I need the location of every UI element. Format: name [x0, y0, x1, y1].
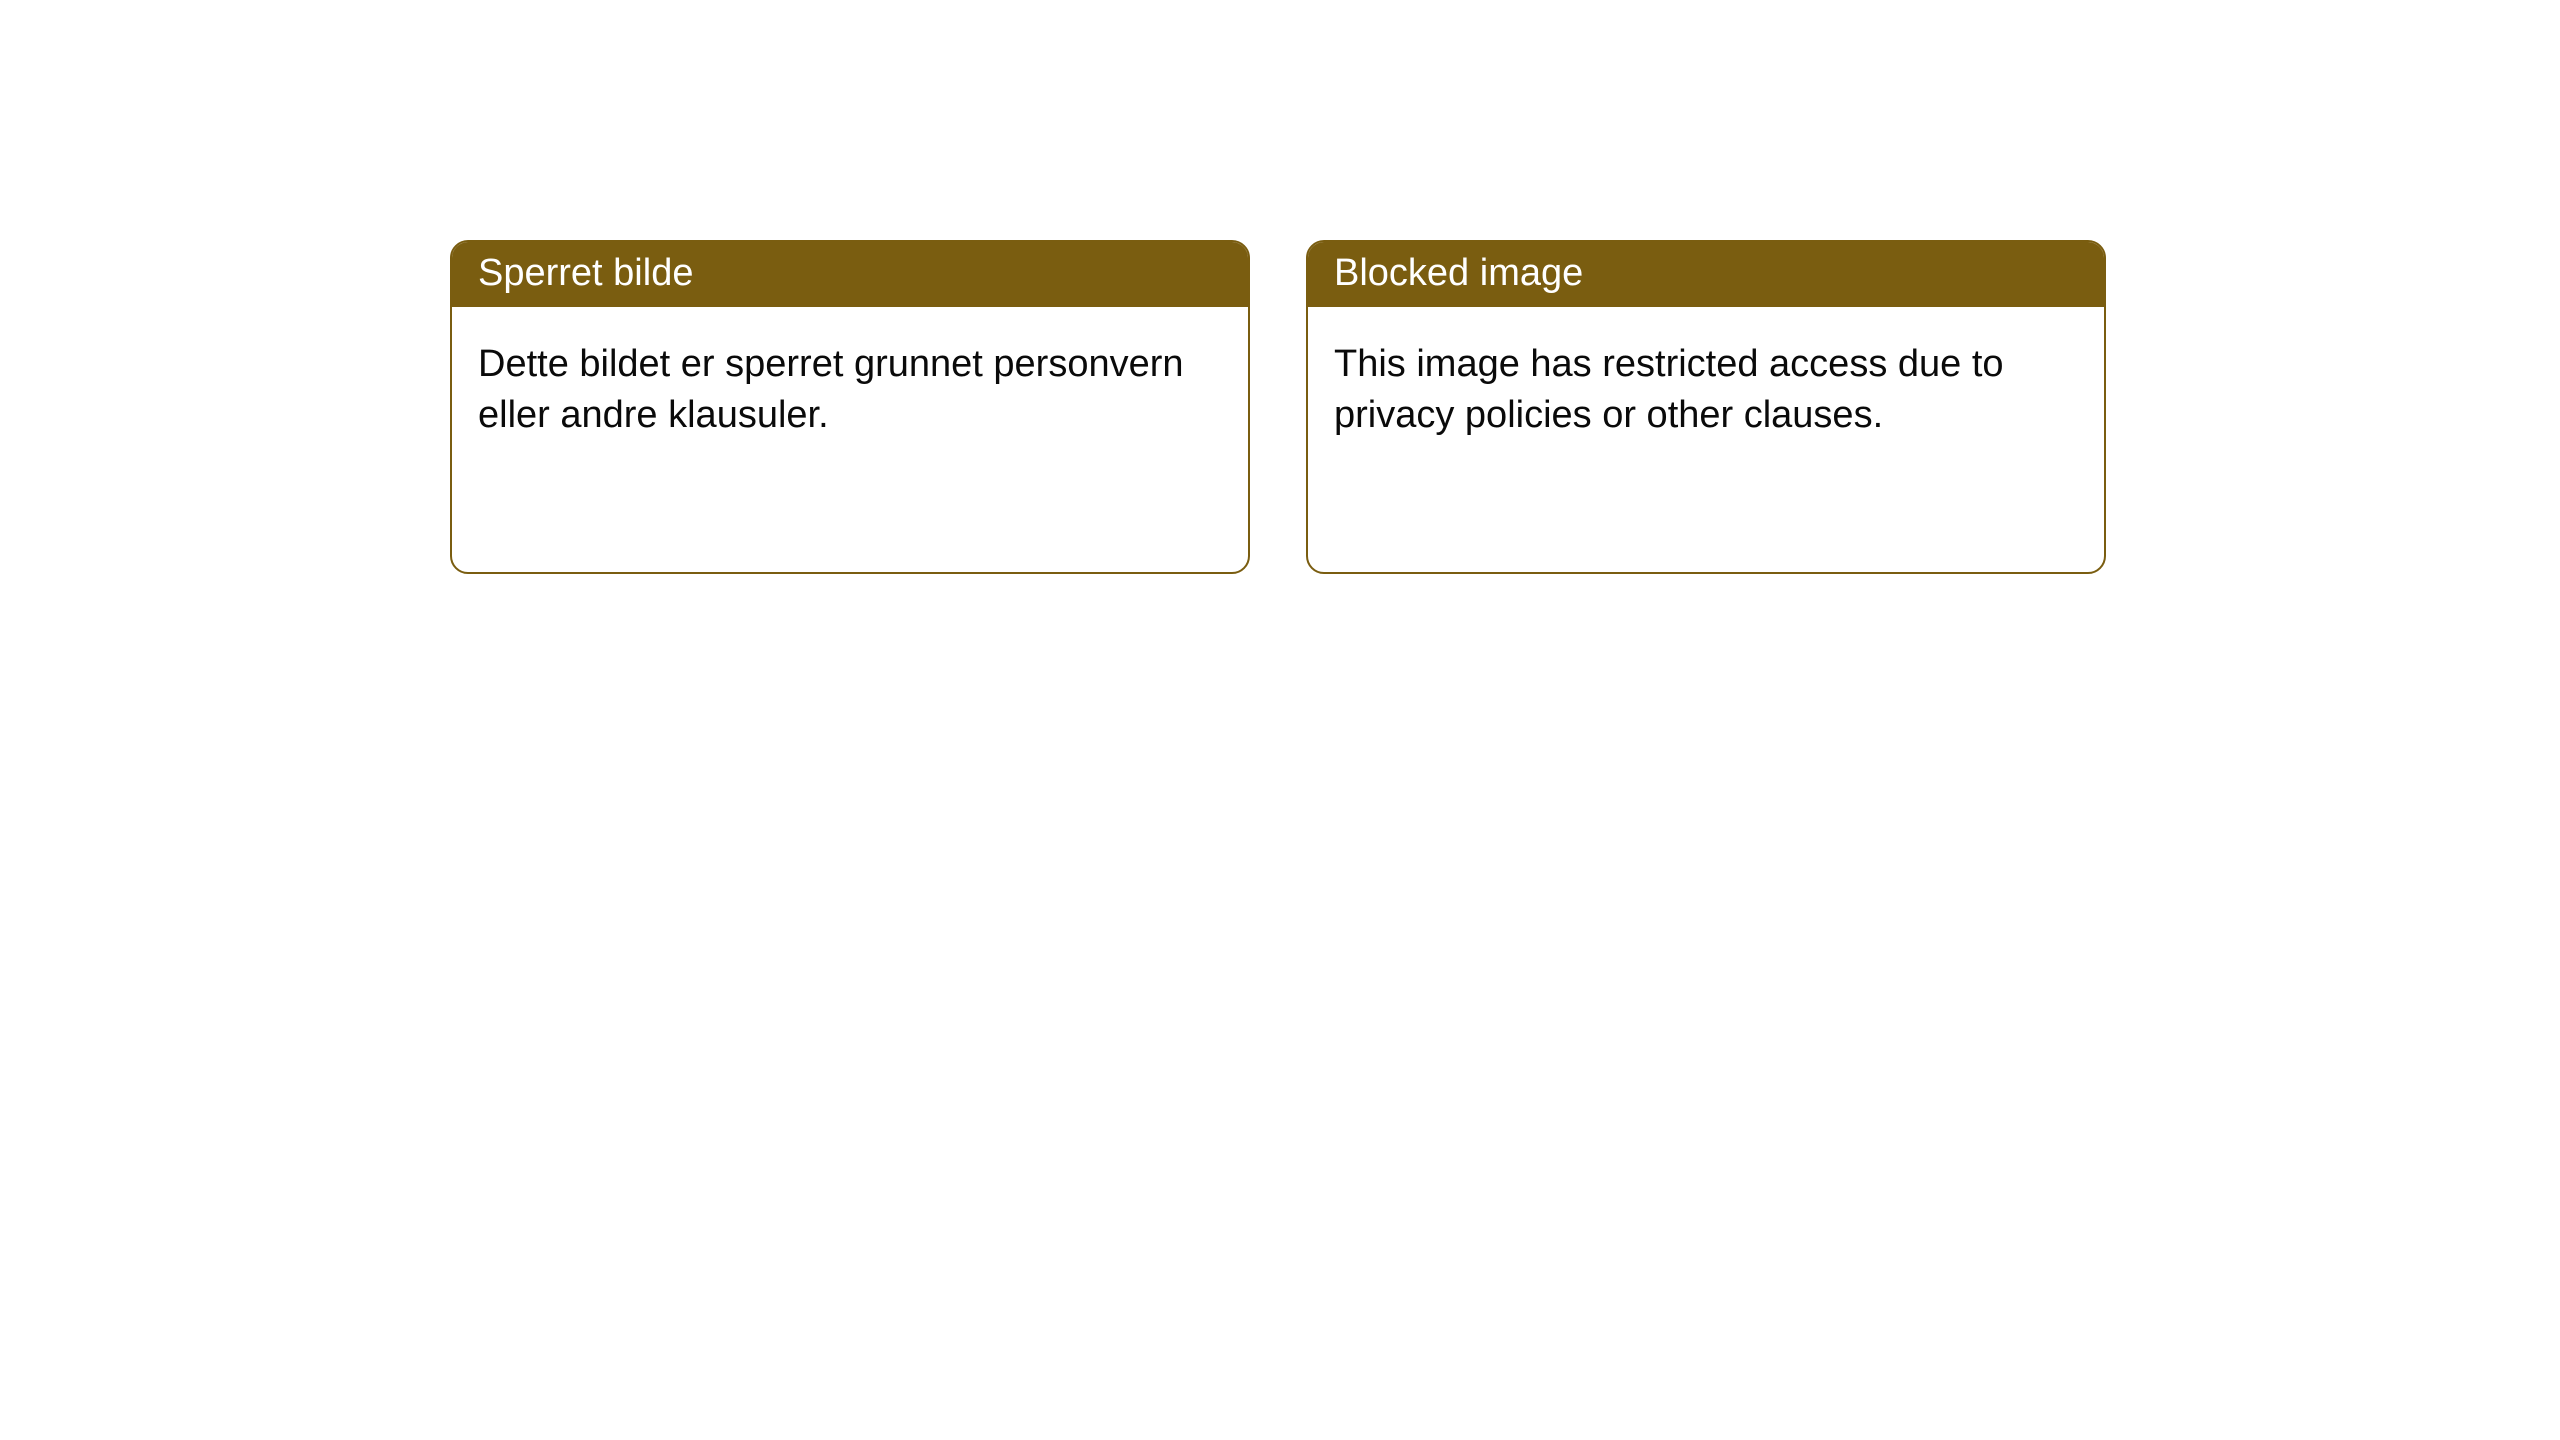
card-title: Sperret bilde	[478, 252, 693, 294]
notice-card-norwegian: Sperret bilde Dette bildet er sperret gr…	[450, 240, 1250, 574]
card-body-text: Dette bildet er sperret grunnet personve…	[478, 343, 1184, 436]
card-header: Blocked image	[1308, 242, 2104, 307]
notice-container: Sperret bilde Dette bildet er sperret gr…	[0, 0, 2560, 574]
card-body-text: This image has restricted access due to …	[1334, 343, 2004, 436]
card-body: This image has restricted access due to …	[1308, 307, 2104, 468]
card-header: Sperret bilde	[452, 242, 1248, 307]
card-body: Dette bildet er sperret grunnet personve…	[452, 307, 1248, 468]
card-title: Blocked image	[1334, 252, 1583, 294]
notice-card-english: Blocked image This image has restricted …	[1306, 240, 2106, 574]
